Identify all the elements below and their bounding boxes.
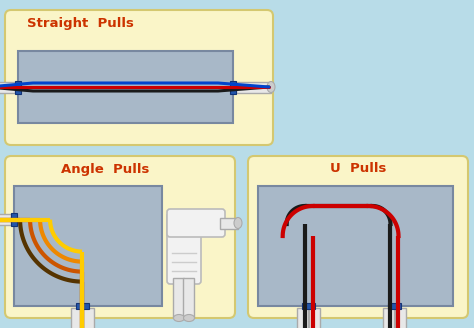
Bar <box>388 303 401 309</box>
Bar <box>173 278 184 318</box>
FancyBboxPatch shape <box>5 10 273 145</box>
Bar <box>258 186 453 306</box>
Bar <box>82 308 93 328</box>
Bar <box>383 308 394 328</box>
Text: Angle  Pulls: Angle Pulls <box>61 162 149 175</box>
Bar <box>11 213 17 226</box>
Ellipse shape <box>173 315 184 321</box>
FancyBboxPatch shape <box>5 156 235 318</box>
Bar <box>14 186 162 306</box>
Text: Straight  Pulls: Straight Pulls <box>27 16 134 30</box>
Ellipse shape <box>183 315 194 321</box>
Bar <box>220 217 238 229</box>
Bar <box>309 308 320 328</box>
Bar <box>0 81 15 92</box>
Bar <box>18 51 233 123</box>
FancyBboxPatch shape <box>248 156 468 318</box>
Bar <box>236 81 271 92</box>
Bar <box>15 80 21 93</box>
Bar <box>395 308 406 328</box>
Ellipse shape <box>267 81 275 92</box>
Bar <box>0 214 11 225</box>
Bar <box>297 308 308 328</box>
FancyBboxPatch shape <box>167 209 225 237</box>
Ellipse shape <box>234 217 242 229</box>
Bar <box>183 278 194 318</box>
Text: U  Pulls: U Pulls <box>330 162 386 175</box>
Bar <box>230 80 236 93</box>
Bar <box>71 308 82 328</box>
Bar <box>75 303 89 309</box>
Bar <box>302 303 315 309</box>
FancyBboxPatch shape <box>167 213 201 284</box>
